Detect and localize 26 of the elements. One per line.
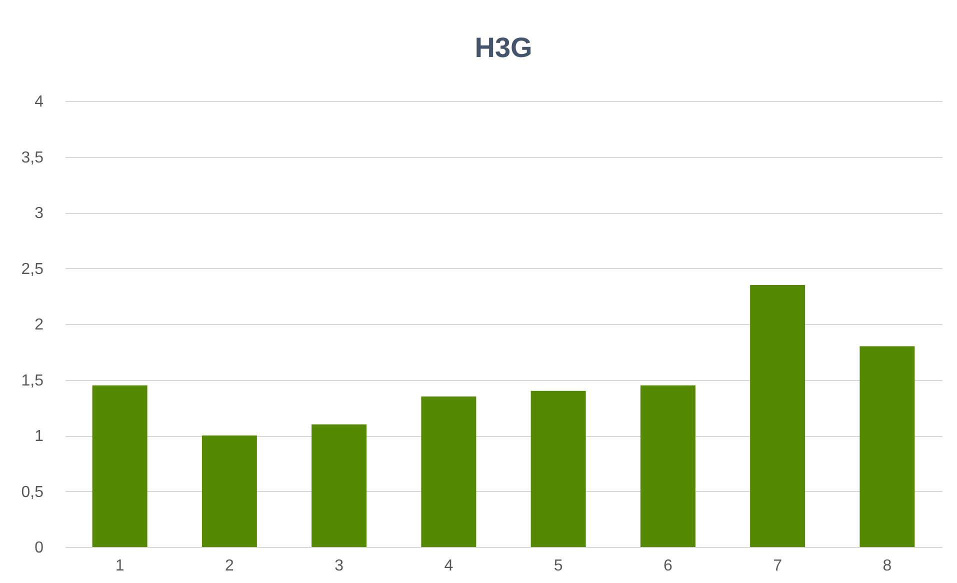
y-tick-label: 1 xyxy=(34,428,44,445)
x-tick-label: 3 xyxy=(334,558,344,574)
x-tick-label: 8 xyxy=(882,558,892,574)
y-tick-label: 3 xyxy=(34,205,44,222)
bar xyxy=(530,390,586,547)
x-tick-label: 1 xyxy=(115,558,124,574)
bar xyxy=(202,436,257,547)
bar xyxy=(421,396,476,547)
y-tick-label: 2,5 xyxy=(21,260,44,278)
y-tick-label: 1,5 xyxy=(21,372,44,390)
bar xyxy=(750,284,806,547)
y-tick-label: 0,5 xyxy=(21,484,44,501)
chart-title: H3G xyxy=(474,32,532,63)
bar xyxy=(92,385,148,547)
y-tick-label: 2 xyxy=(34,316,44,334)
x-tick-label: 5 xyxy=(554,558,563,574)
bar xyxy=(640,385,696,547)
x-tick-label: 4 xyxy=(444,558,454,574)
x-tick-label: 6 xyxy=(663,558,672,574)
y-tick-label: 0 xyxy=(34,540,44,556)
y-tick-label: 4 xyxy=(34,94,44,110)
bar xyxy=(860,346,915,547)
x-tick-label: 2 xyxy=(224,558,234,574)
bar xyxy=(312,424,367,547)
x-tick-label: 7 xyxy=(773,558,782,574)
y-tick-label: 3,5 xyxy=(21,149,44,166)
